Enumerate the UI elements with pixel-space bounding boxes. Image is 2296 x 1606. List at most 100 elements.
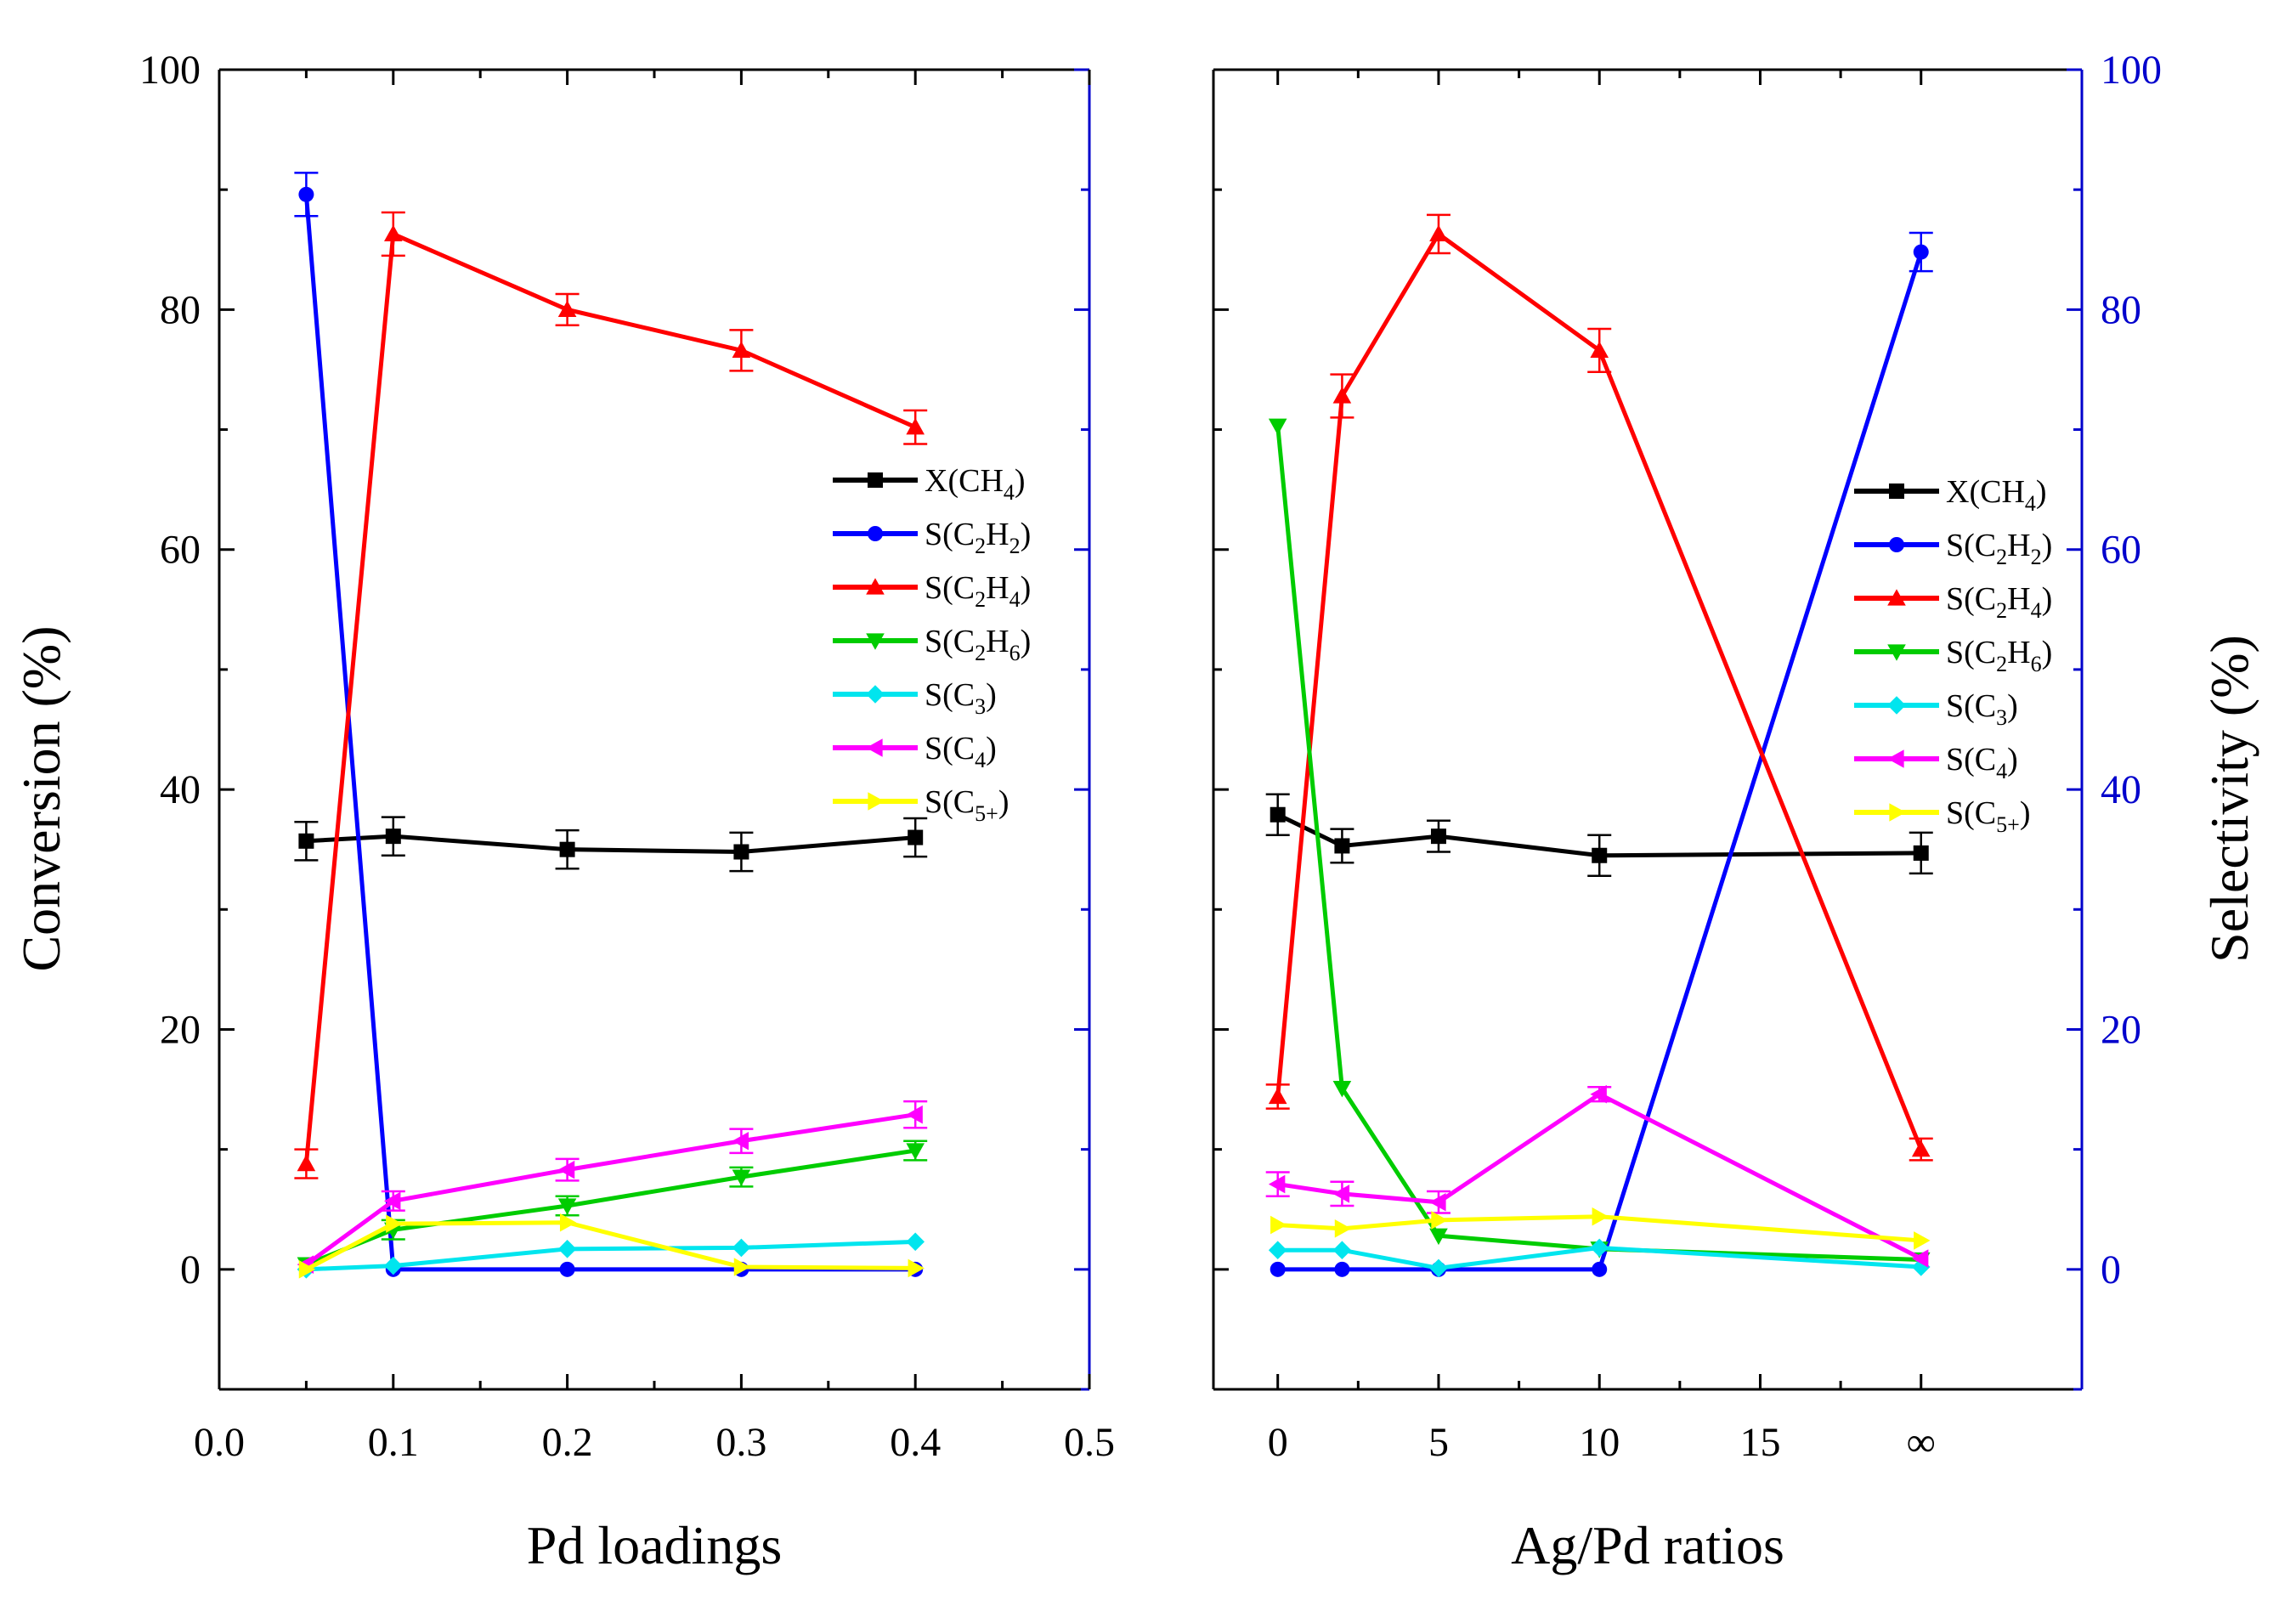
series-line (303, 194, 916, 1272)
series-X(CH4) (1265, 793, 1933, 877)
data-point (1332, 1080, 1352, 1098)
right-panel: 0 20 40 60 80 100 0 5 10 15 ∞ Ag/Pd ratios X(CH4) S(C… (1212, 48, 2162, 1575)
legend-marker (1887, 644, 1906, 661)
data-point (1334, 1261, 1350, 1277)
data-point (557, 1160, 575, 1179)
x-tick-label: 0.4 (890, 1420, 941, 1465)
data-point (1911, 1249, 1929, 1268)
left-y-tick-label: 80 (160, 287, 201, 332)
data-point (1911, 1139, 1931, 1157)
x-tick-label: 0.0 (194, 1420, 245, 1465)
data-point (732, 1238, 751, 1258)
series-line (1277, 251, 1924, 1272)
data-point (1270, 1261, 1286, 1277)
legend-marker (866, 578, 885, 595)
data-point (1913, 845, 1929, 861)
data-point (1590, 341, 1609, 359)
right-y-tick-label: 100 (2101, 48, 2162, 93)
legend-marker (868, 792, 885, 811)
series-S(C2H2) (294, 172, 924, 1277)
series-S(C4) (297, 1100, 928, 1274)
legend-label: X(CH4) (925, 463, 1026, 505)
data-point (384, 224, 403, 242)
series-line (303, 230, 917, 1164)
data-point (1590, 1084, 1607, 1104)
right-y-tick-label: 0 (2101, 1247, 2121, 1292)
data-point (1268, 1174, 1286, 1194)
series-S(C5+) (298, 1213, 925, 1279)
data-point (733, 1258, 751, 1276)
legend-label: S(C2H2) (925, 517, 1031, 558)
x-tick-label: 5 (1428, 1420, 1449, 1465)
legend-marker (868, 472, 883, 488)
data-point (1592, 1207, 1609, 1226)
data-point (1268, 1241, 1287, 1260)
data-point (906, 1232, 925, 1252)
data-point (906, 417, 925, 435)
legend-marker (1887, 749, 1904, 768)
x-tick-label: 0.3 (715, 1420, 766, 1465)
series-S(C2H2) (1270, 231, 1933, 1277)
legend-label: S(C3) (1946, 688, 2018, 730)
left-y-tick-label: 60 (160, 528, 201, 573)
legend-label: S(C4) (1946, 742, 2018, 783)
legend-marker (866, 738, 883, 757)
data-point (732, 1169, 751, 1186)
x-tick-label: ∞ (1907, 1420, 1936, 1465)
data-point (1270, 1215, 1287, 1235)
legend-label: S(C2H6) (1946, 635, 2052, 676)
legend-marker (1887, 589, 1906, 606)
data-point (1429, 1192, 1446, 1212)
data-point (1913, 244, 1929, 260)
x-tick-label: 15 (1739, 1420, 1780, 1465)
data-point (297, 1154, 316, 1172)
data-point (386, 1214, 403, 1233)
data-point (559, 1213, 577, 1232)
left-y-tick-label: 20 (160, 1007, 201, 1052)
legend-marker (1887, 696, 1906, 715)
series-S(C2H4) (1265, 213, 1933, 1162)
x-tick-label: 0.5 (1064, 1420, 1115, 1465)
data-point (298, 1260, 316, 1279)
left-y-tick-label: 0 (180, 1247, 201, 1292)
data-point (385, 828, 401, 845)
legend-label: S(C2H6) (925, 624, 1031, 665)
series-S(C2H4) (294, 211, 928, 1179)
data-point (1429, 224, 1448, 242)
data-point (1268, 1087, 1287, 1105)
series-S(C3) (1268, 1238, 1931, 1278)
x-axis-title: Pd loadings (527, 1515, 782, 1575)
data-point (1334, 1219, 1352, 1238)
right-y-tick-label: 20 (2101, 1007, 2141, 1052)
legend-label: X(CH4) (1946, 474, 2047, 516)
data-point (1592, 1261, 1608, 1277)
data-point (1268, 418, 1287, 436)
legend-marker (1889, 537, 1904, 552)
legend-marker (868, 526, 883, 541)
legend-marker (1889, 483, 1904, 499)
data-point (1590, 1238, 1609, 1258)
data-point (559, 841, 575, 857)
series-S(C5+) (1270, 1207, 1931, 1250)
data-point (908, 1258, 925, 1278)
legend-label: S(C5+) (1946, 795, 2030, 837)
legend-label: S(C5+) (925, 784, 1009, 826)
data-point (1270, 806, 1286, 823)
left-panel: 0 20 40 60 80 100 0.0 0.1 0.2 0.3 0.4 0.5 Pd loading… (139, 48, 1115, 1575)
data-point (732, 341, 751, 359)
data-point (1332, 387, 1352, 404)
data-point (1429, 1228, 1448, 1246)
x-axis-title: Ag/Pd ratios (1511, 1515, 1784, 1575)
legend-label: S(C2H4) (925, 570, 1031, 612)
legend-marker (1889, 803, 1906, 822)
data-point (384, 1191, 401, 1211)
data-point (298, 833, 314, 849)
data-point (557, 1198, 577, 1215)
data-point (557, 300, 577, 318)
data-point (1429, 1258, 1448, 1278)
data-point (906, 1143, 925, 1160)
data-point (557, 1240, 577, 1258)
right-y-tick-label: 40 (2101, 767, 2141, 812)
data-point (732, 1131, 749, 1151)
